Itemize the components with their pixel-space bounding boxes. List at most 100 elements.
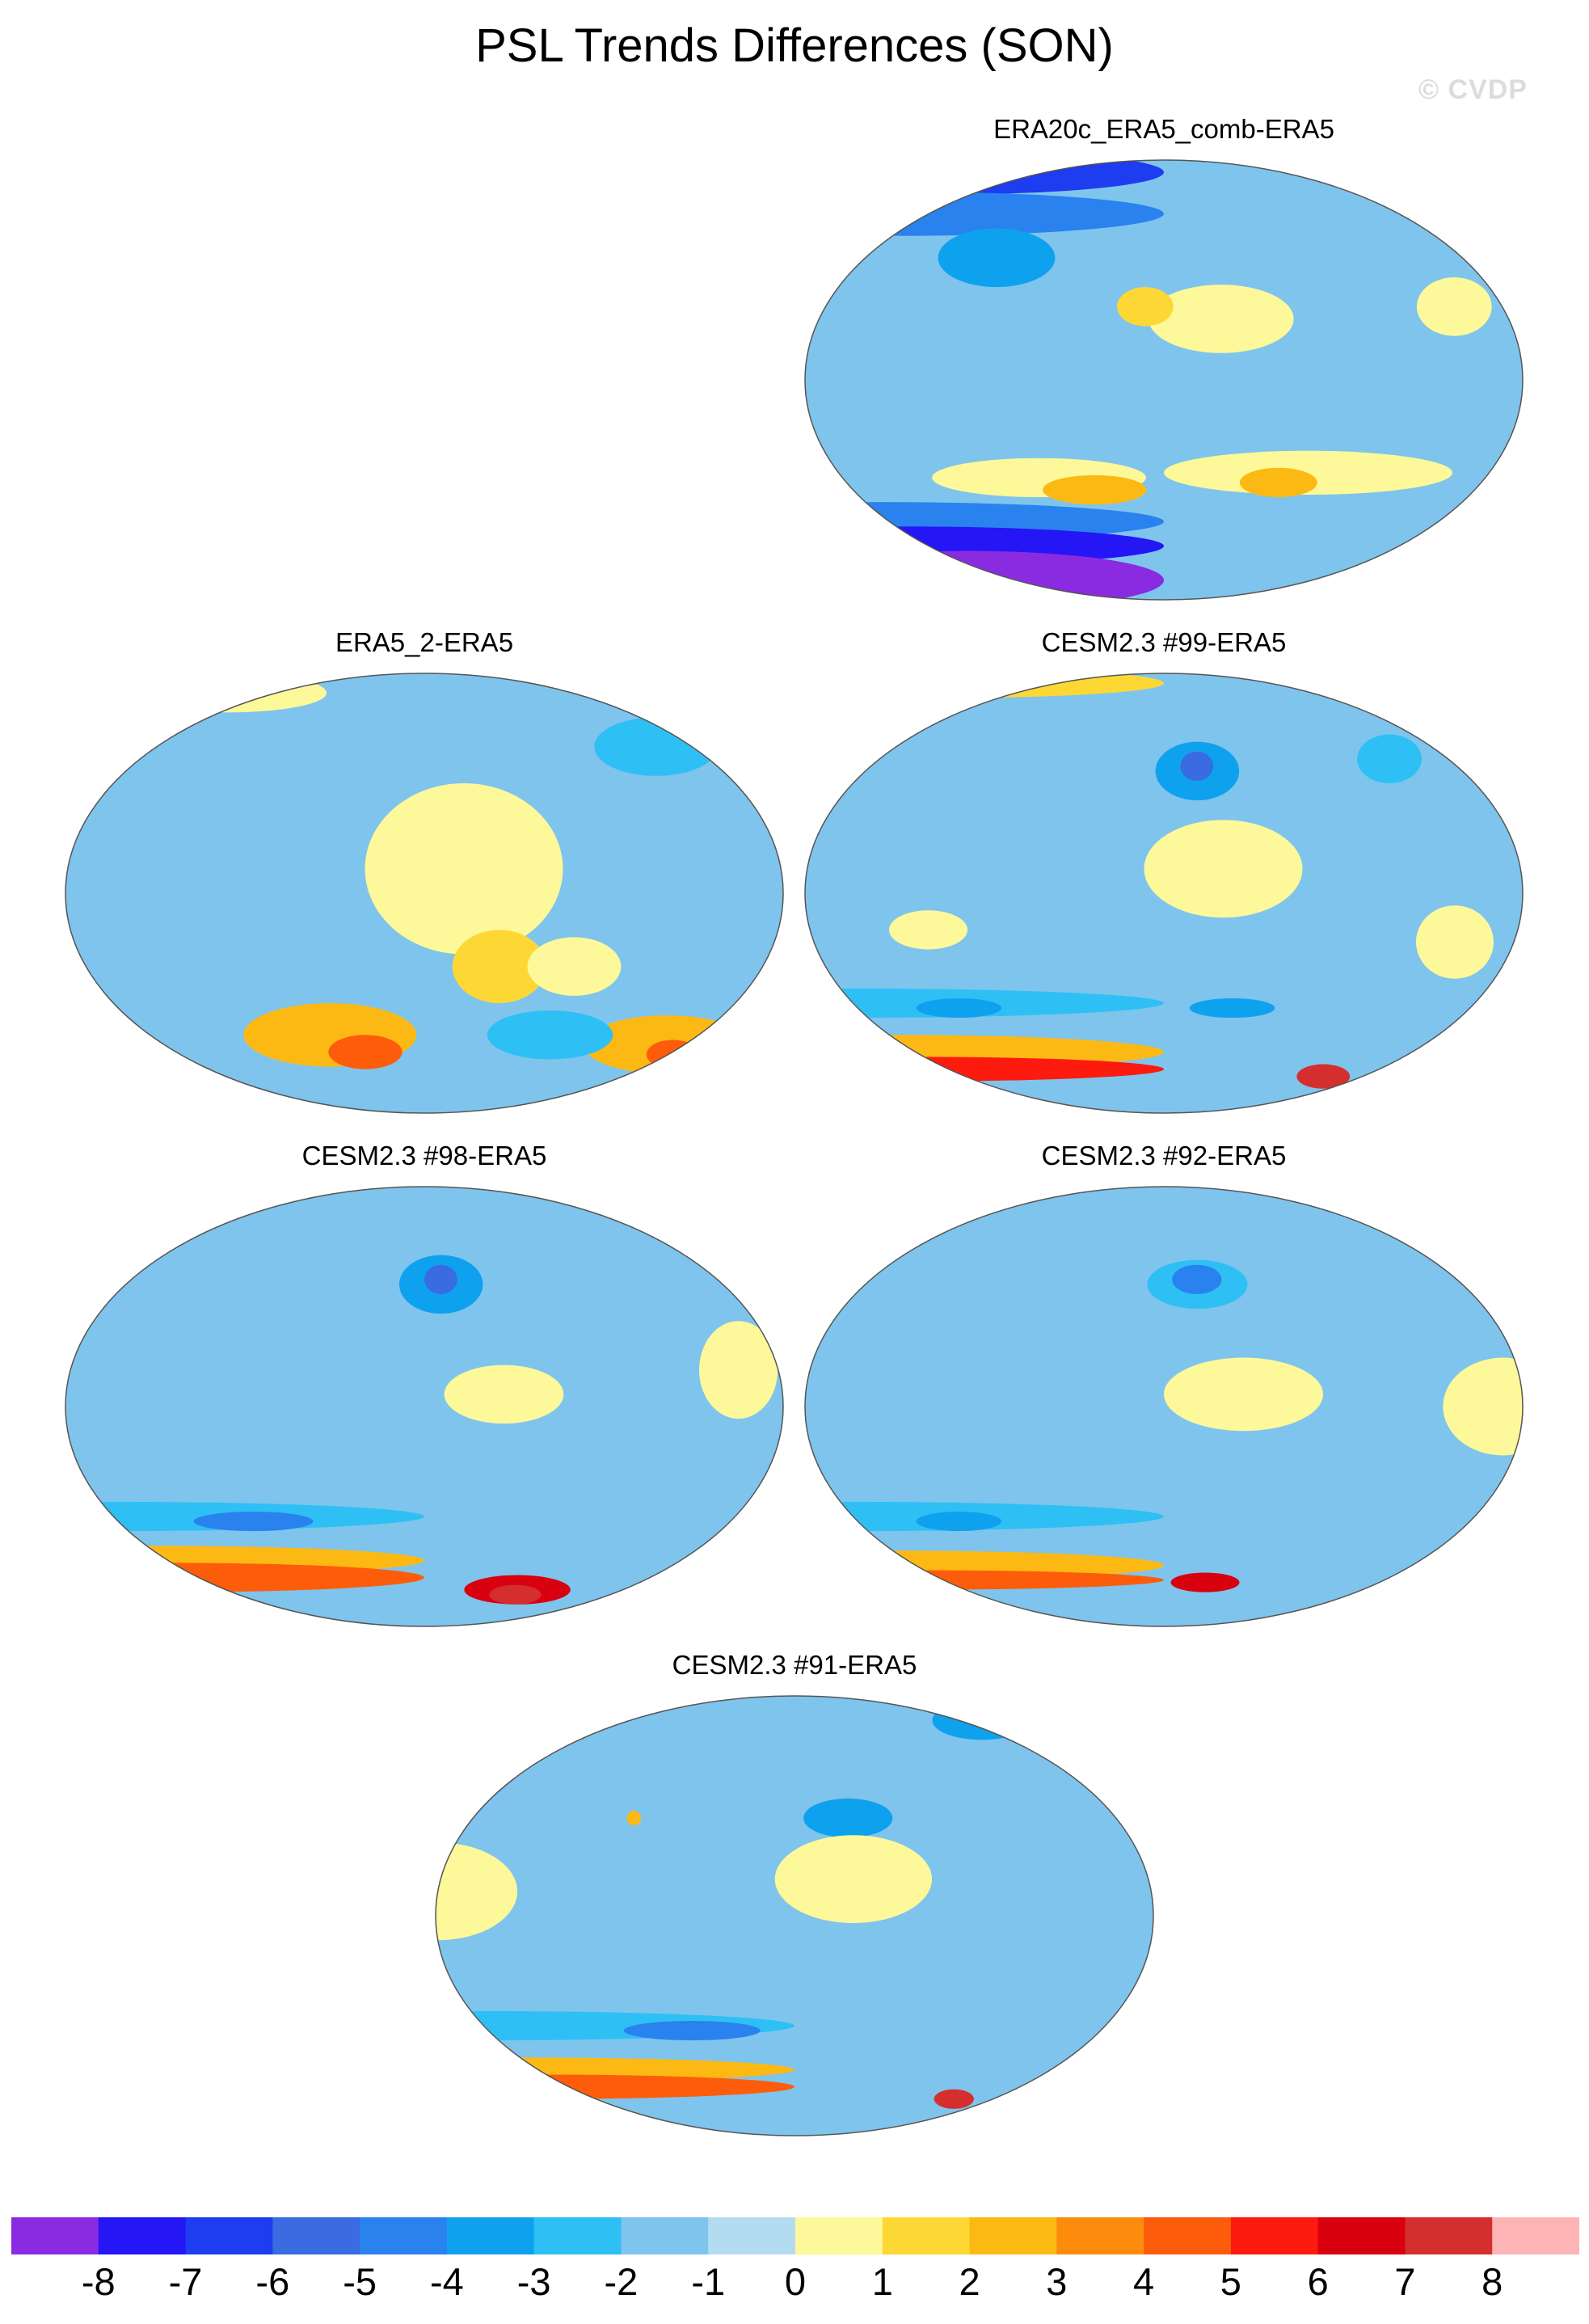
map-panel-cesm98: CESM2.3 #98-ERA5 xyxy=(57,1140,792,1641)
anomaly-region xyxy=(1239,467,1317,498)
anomaly-region xyxy=(774,1835,933,1924)
colorbar-swatch xyxy=(98,2217,187,2254)
watermark: © CVDP xyxy=(1418,74,1528,105)
anomaly-region xyxy=(888,910,968,950)
anomaly-region xyxy=(487,1010,613,1060)
colorbar-tick-label: 0 xyxy=(784,2260,807,2303)
map-panel-era5-2: ERA5_2-ERA5 xyxy=(57,626,792,1128)
colorbar-swatch xyxy=(533,2217,622,2254)
colorbar-tick-label: -1 xyxy=(691,2260,726,2303)
map-cesm99 xyxy=(804,673,1524,1114)
anomaly-region xyxy=(938,228,1056,288)
background-field xyxy=(65,1187,783,1626)
colorbar-swatch xyxy=(969,2217,1057,2254)
anomaly-region xyxy=(489,1584,542,1605)
colorbar-tick-label: -8 xyxy=(81,2260,116,2303)
colorbar-swatch xyxy=(1317,2217,1406,2254)
anomaly-region xyxy=(803,1798,893,1838)
colorbar-swatch xyxy=(1056,2217,1144,2254)
map-border xyxy=(804,1186,1524,1627)
map-era20c xyxy=(804,159,1524,601)
colorbar-tick-label: 8 xyxy=(1482,2260,1503,2303)
colorbar-swatch xyxy=(1405,2217,1493,2254)
anomaly-region xyxy=(1164,1357,1323,1432)
anomaly-region xyxy=(1296,1064,1351,1089)
map-panel-era20c: ERA20c_ERA5_comb-ERA5 xyxy=(796,113,1532,614)
anomaly-region xyxy=(646,1040,699,1069)
anomaly-region xyxy=(328,1035,403,1069)
panel-title: ERA5_2-ERA5 xyxy=(335,627,514,657)
map-cesm91 xyxy=(435,1695,1154,2136)
panel-title: ERA20c_ERA5_comb-ERA5 xyxy=(993,114,1334,144)
background-field xyxy=(805,160,1523,600)
background-field xyxy=(436,1696,1153,2136)
anomaly-region xyxy=(1149,285,1294,353)
anomaly-region xyxy=(131,673,327,713)
map-border xyxy=(804,159,1524,601)
anomaly-region xyxy=(1117,287,1174,327)
figure-title: PSL Trends Differences (SON) xyxy=(475,19,1114,72)
anomaly-region xyxy=(932,1701,1033,1740)
anomaly-region xyxy=(594,717,719,776)
anomaly-region xyxy=(365,783,563,955)
colorbar-tick-label: -5 xyxy=(343,2260,377,2303)
colorbar-tick-label: 6 xyxy=(1307,2260,1329,2303)
colorbar xyxy=(11,2217,1579,2254)
panel-title: CESM2.3 #92-ERA5 xyxy=(1041,1141,1287,1170)
colorbar-tick-label: 1 xyxy=(871,2260,893,2303)
colorbar-tick-label: 7 xyxy=(1394,2260,1416,2303)
panel-title: CESM2.3 #91-ERA5 xyxy=(672,1650,917,1680)
colorbar-swatch xyxy=(11,2217,99,2254)
colorbar-swatch xyxy=(1230,2217,1319,2254)
anomaly-region xyxy=(623,2020,761,2041)
colorbar-tick-label: -7 xyxy=(168,2260,203,2303)
anomaly-region xyxy=(1144,820,1303,918)
colorbar-tick-label: 5 xyxy=(1220,2260,1241,2303)
colorbar-tick-label: -2 xyxy=(604,2260,639,2303)
colorbar-swatch xyxy=(446,2217,535,2254)
anomaly-region xyxy=(1415,905,1494,979)
colorbar-tick-label: 4 xyxy=(1133,2260,1155,2303)
colorbar-swatch xyxy=(360,2217,448,2254)
anomaly-region xyxy=(1416,277,1492,336)
anomaly-region xyxy=(452,930,546,1003)
colorbar-swatch xyxy=(621,2217,709,2254)
anomaly-region xyxy=(1357,734,1422,783)
colorbar-tick-label: -6 xyxy=(255,2260,290,2303)
anomaly-region xyxy=(1164,450,1453,496)
anomaly-region xyxy=(916,1511,1002,1532)
colorbar-labels: -8 -7 -6 -5 -4 -3 -2 -1 0 1 2 3 4 5 6 7 8 xyxy=(0,2259,1589,2308)
anomaly-region xyxy=(916,998,1002,1019)
anomaly-region xyxy=(1189,998,1275,1019)
colorbar-swatch xyxy=(882,2217,971,2254)
colorbar-tick-label: 2 xyxy=(959,2260,980,2303)
colorbar-swatch xyxy=(1492,2217,1579,2254)
colorbar-tick-label: 3 xyxy=(1046,2260,1068,2303)
panel-title: CESM2.3 #99-ERA5 xyxy=(1041,627,1287,657)
anomaly-region xyxy=(1043,475,1147,505)
map-panel-cesm92: CESM2.3 #92-ERA5 xyxy=(796,1140,1532,1641)
anomaly-region xyxy=(424,1264,457,1294)
panel-title: CESM2.3 #98-ERA5 xyxy=(301,1141,547,1170)
map-cesm98 xyxy=(65,1186,784,1627)
anomaly-region xyxy=(527,937,622,996)
map-era5-2 xyxy=(65,673,784,1114)
colorbar-swatch xyxy=(185,2217,273,2254)
anomaly-region xyxy=(1443,1357,1523,1456)
background-field xyxy=(805,1187,1523,1626)
map-border xyxy=(65,1186,784,1627)
colorbar-tick-label: -4 xyxy=(429,2260,464,2303)
colorbar-swatch xyxy=(1144,2217,1232,2254)
colorbar-swatch xyxy=(795,2217,883,2254)
anomaly-region xyxy=(699,1321,778,1419)
anomaly-region xyxy=(934,2089,974,2109)
anomaly-region xyxy=(626,1811,642,1826)
colorbar-swatch xyxy=(708,2217,796,2254)
anomaly-region xyxy=(1172,1264,1222,1294)
map-panel-cesm99: CESM2.3 #99-ERA5 xyxy=(796,626,1532,1128)
anomaly-region xyxy=(444,1364,564,1424)
map-cesm92 xyxy=(804,1186,1524,1627)
map-panel-cesm91: CESM2.3 #91-ERA5 xyxy=(427,1649,1162,2150)
map-border xyxy=(65,673,784,1114)
colorbar-swatch xyxy=(272,2217,360,2254)
